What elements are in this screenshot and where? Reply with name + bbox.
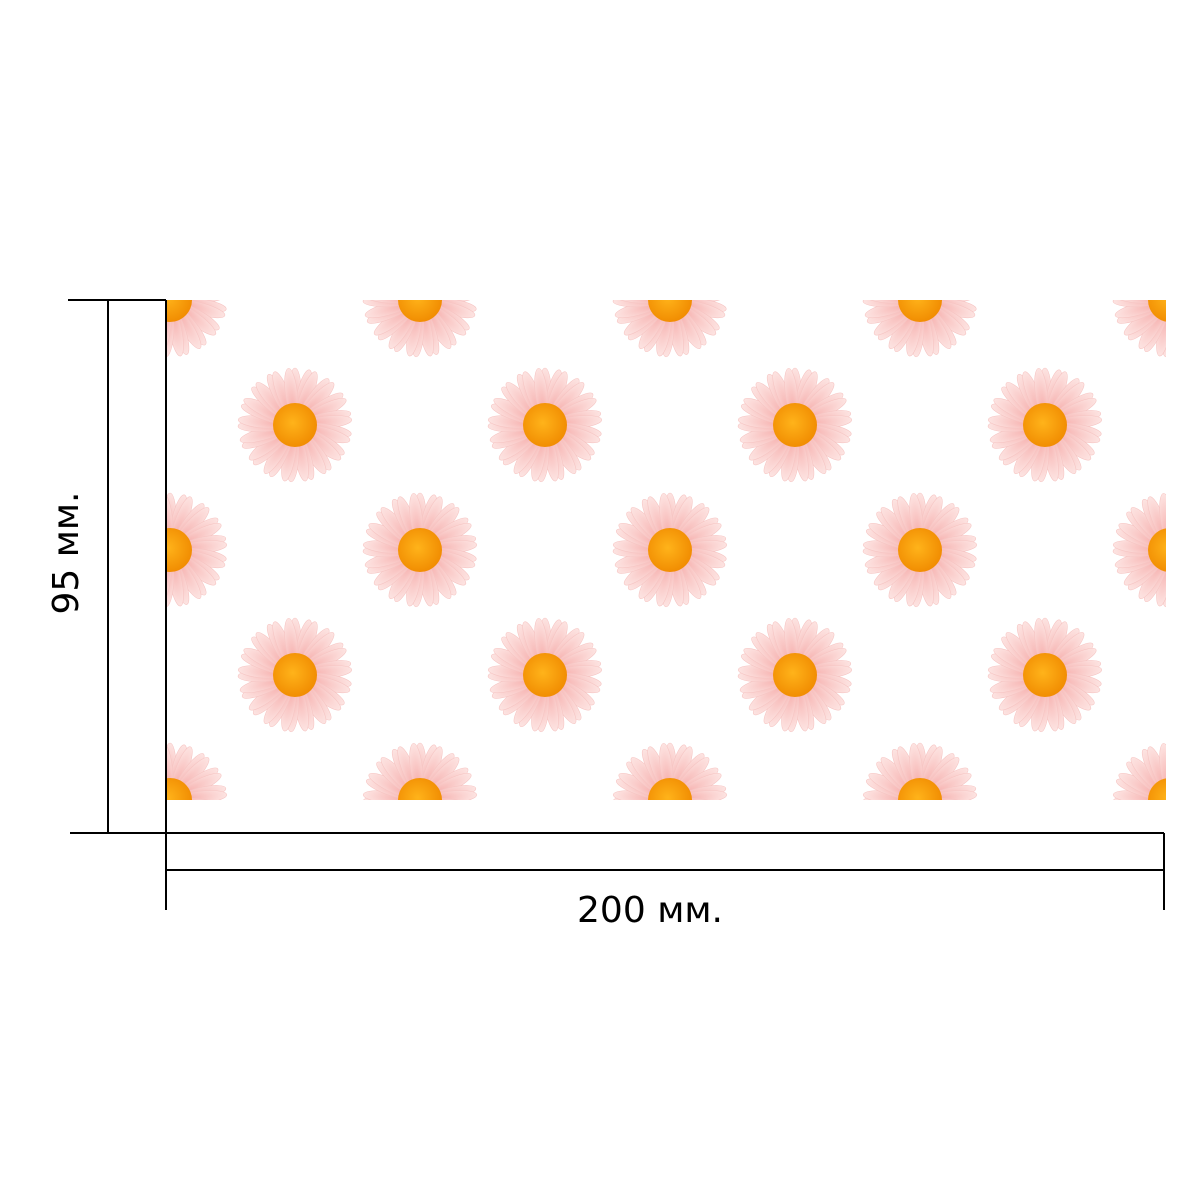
width-label: 200 мм.: [577, 890, 723, 931]
width-dimension: [165, 832, 1165, 910]
height-label: 95 мм.: [46, 491, 87, 614]
height-dimension: [68, 299, 167, 834]
